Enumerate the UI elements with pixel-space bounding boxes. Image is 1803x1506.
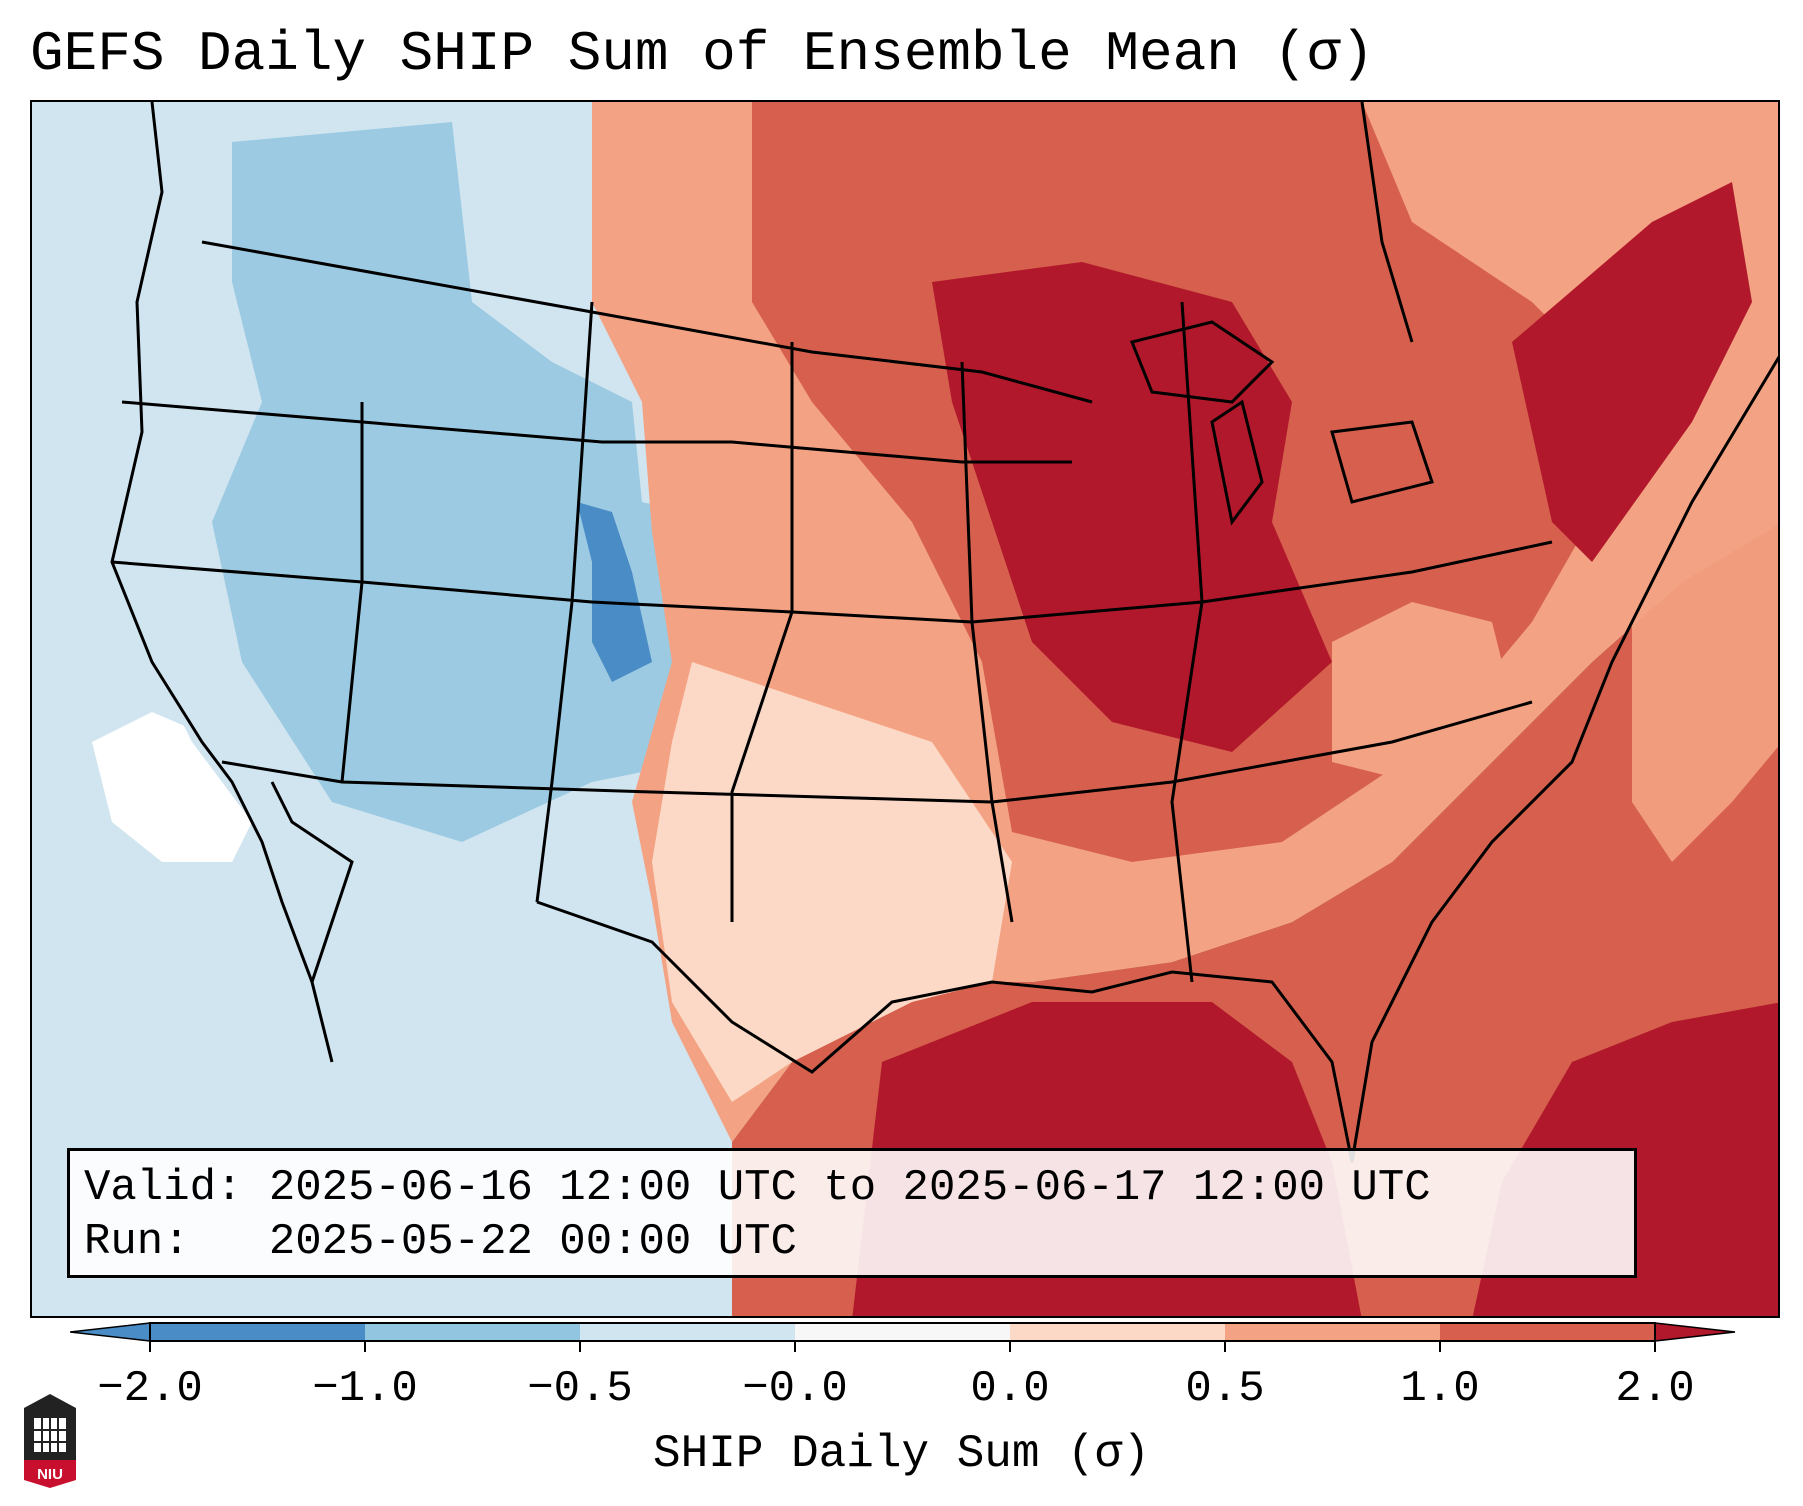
colorbar-tick-label: 1.0 (1400, 1364, 1479, 1414)
colorbar-tick-label: −1.0 (312, 1364, 418, 1414)
niu-logo: NIU (24, 1394, 76, 1488)
valid-line: Valid: 2025-06-16 12:00 UTC to 2025-06-1… (84, 1161, 1634, 1215)
colorbar-segment-3 (580, 1323, 795, 1341)
state-line-nv-ut (340, 402, 364, 783)
state-line-north (121, 400, 1072, 464)
colorbar-tick-label: −2.0 (97, 1364, 203, 1414)
niu-logo-text: NIU (37, 1466, 63, 1483)
ship-anomaly-map (32, 102, 1778, 1316)
pacific-coastline (110, 102, 334, 1063)
canada-border-line (201, 240, 1093, 404)
state-line-plains-east (960, 361, 1014, 923)
run-label: Run: (84, 1217, 190, 1267)
valid-value: 2025-06-16 12:00 UTC to 2025-06-17 12:00… (268, 1163, 1431, 1213)
carolina-mild-region (1332, 602, 1512, 782)
niu-logo-banner (24, 1460, 76, 1488)
baja-coastline (270, 781, 354, 983)
run-line: Run: 2025-05-22 00:00 UTC (84, 1215, 1634, 1269)
page-title: GEFS Daily SHIP Sum of Ensemble Mean (σ) (30, 22, 1375, 86)
colorbar: −2.0 −1.0 −0.5 −0.0 0.0 0.5 1.0 2.0 (70, 1322, 1736, 1414)
atlantic-coastline (1350, 355, 1778, 1163)
run-value: 2025-05-22 00:00 UTC (268, 1217, 797, 1267)
state-line-central (111, 540, 1553, 624)
rockies-strong-cool (577, 502, 652, 682)
colorbar-segment-6 (1225, 1323, 1440, 1341)
colorbar-segment-7 (1440, 1323, 1655, 1341)
gulf-coastline (536, 900, 1354, 1163)
valid-label: Valid: (84, 1163, 243, 1213)
map-panel (30, 100, 1780, 1318)
lake-michigan-outline (1210, 399, 1264, 526)
lake-superior-outline (1129, 320, 1275, 404)
colorbar-tick-label: 0.0 (970, 1364, 1049, 1414)
atlantic-mild-region (1632, 465, 1778, 862)
colorbar-outline (149, 1322, 1656, 1342)
state-line-great-lakes (1360, 102, 1414, 343)
colorbar-segment-5 (1010, 1323, 1225, 1341)
northeast-strong-region (1512, 182, 1752, 562)
colorbar-tick-marks (149, 1341, 1656, 1352)
colorbar-label: SHIP Daily Sum (σ) (653, 1428, 1150, 1480)
state-line-mississippi (1170, 301, 1204, 983)
state-line-plains-west (730, 342, 794, 922)
info-box: Valid: 2025-06-16 12:00 UTC to 2025-06-1… (67, 1148, 1637, 1278)
state-line-az-nm (535, 301, 594, 903)
colorbar-tick-label: 2.0 (1615, 1364, 1694, 1414)
colorbar-segment-4 (795, 1323, 1010, 1341)
colorbar-extend-high (1654, 1322, 1736, 1342)
colorbar-extend-low (70, 1322, 151, 1342)
lake-huron-outline (1330, 420, 1434, 504)
colorbar-segment-2 (365, 1323, 580, 1341)
boundary-lines (110, 102, 1778, 1163)
colorbar-tick-label: −0.0 (742, 1364, 848, 1414)
texas-mild-region (652, 662, 1012, 1102)
colorbar-tick-label: −0.5 (527, 1364, 633, 1414)
colorbar-tick-label: 0.5 (1185, 1364, 1264, 1414)
colorbar-segment-1 (150, 1323, 365, 1341)
